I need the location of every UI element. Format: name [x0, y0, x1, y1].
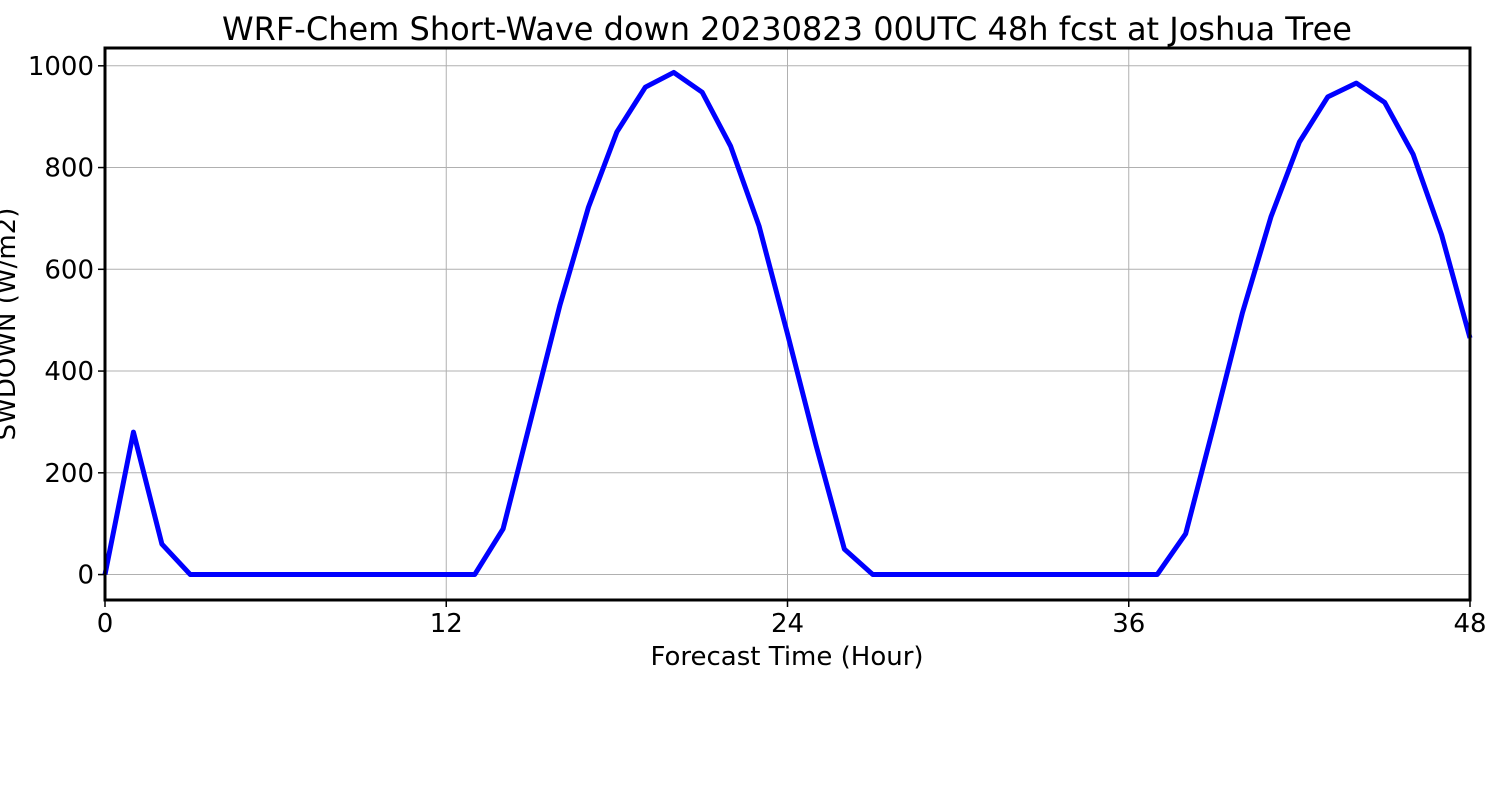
- y-tick-label: 400: [44, 357, 94, 387]
- x-tick-label: 36: [1112, 609, 1145, 639]
- chart-title: WRF-Chem Short-Wave down 20230823 00UTC …: [222, 10, 1352, 48]
- grid: [105, 48, 1470, 600]
- x-tick-label: 24: [771, 609, 804, 639]
- y-tick-label: 1000: [28, 52, 94, 82]
- y-axis-label: SWDOWN (W/m2): [0, 208, 22, 441]
- axis-ticks: 0 12 24 36 48 0 200 400 600 800 1000: [28, 52, 1487, 639]
- x-tick-label: 0: [97, 609, 114, 639]
- y-tick-label: 800: [44, 154, 94, 184]
- y-tick-label: 600: [44, 255, 94, 285]
- y-tick-label: 0: [77, 561, 94, 591]
- y-tick-label: 200: [44, 459, 94, 489]
- x-tick-label: 48: [1453, 609, 1486, 639]
- x-axis-label: Forecast Time (Hour): [650, 642, 923, 672]
- x-tick-label: 12: [430, 609, 463, 639]
